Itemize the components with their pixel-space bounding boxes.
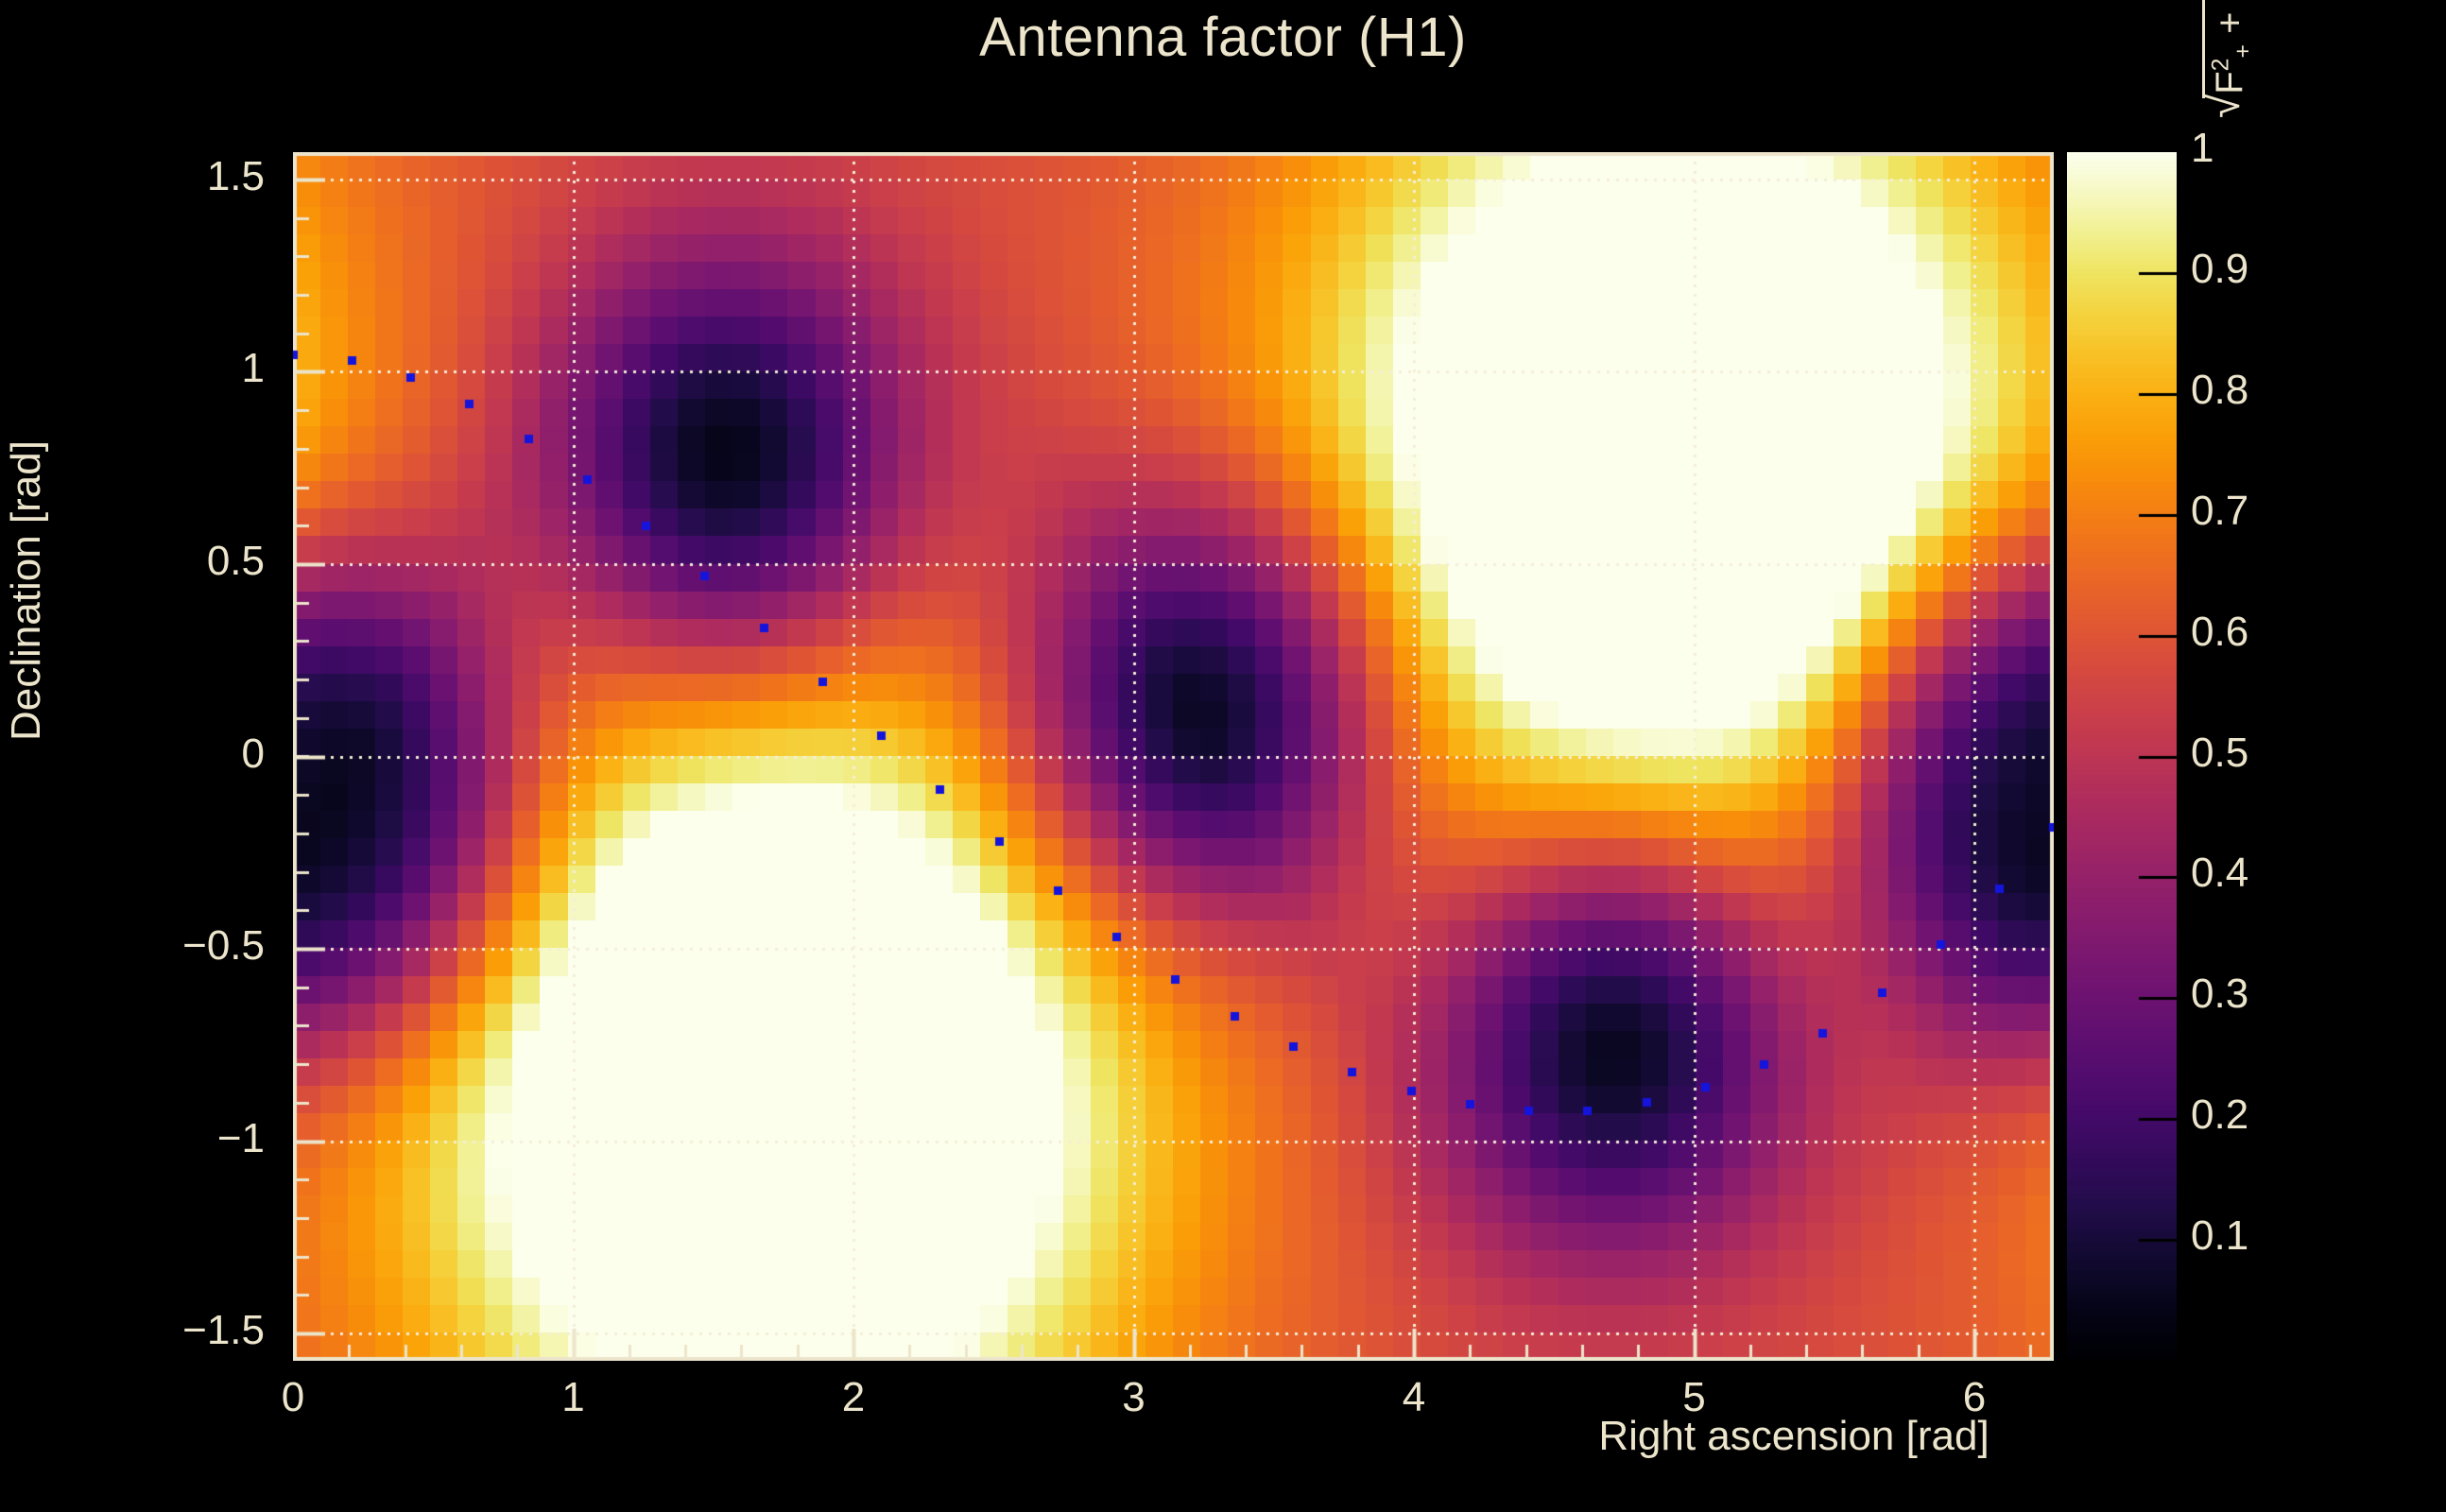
radicand: F2+ + F2× (2202, 0, 2258, 98)
y-tick-label: −1.5 (182, 1307, 265, 1354)
grid-and-markers-overlay (293, 152, 2054, 1361)
y-tick-label: 1.5 (206, 152, 265, 199)
page-title: Antenna factor (H1) (979, 7, 1467, 68)
colorbar-tick-label: 1 (2191, 124, 2214, 171)
y-tick-label: −0.5 (182, 922, 265, 970)
colorbar-tick-label: 0.2 (2191, 1091, 2249, 1138)
colorbar-tick-label: 0.5 (2191, 729, 2249, 776)
colorbar-tick-label: 0.8 (2191, 366, 2249, 413)
sqrt-icon: √ F2+ + F2× (2199, 0, 2258, 118)
y-tick-label: 0 (241, 730, 265, 777)
colorbar-title: √ F2+ + F2× (2199, 0, 2258, 118)
colorbar-tick-label: 0.1 (2191, 1211, 2249, 1259)
x-tick-label: 0 (281, 1374, 305, 1420)
plus-operator: + (2209, 11, 2251, 34)
colorbar-tick-label: 0.3 (2191, 970, 2249, 1017)
y-tick-label: −1 (216, 1114, 265, 1161)
x-tick-label: 2 (841, 1374, 866, 1420)
colorbar-tick-marks (2067, 152, 2177, 1361)
colorbar-tick-label: 0.7 (2191, 487, 2249, 534)
x-axis-title: Right ascension [rad] (1598, 1413, 1990, 1459)
x-tick-label: 1 (561, 1374, 585, 1420)
x-tick-label: 4 (1402, 1374, 1426, 1420)
y-tick-label: 0.5 (206, 537, 265, 584)
colorbar-tick-label: 0.9 (2191, 245, 2249, 292)
colorbar-tick-label: 0.6 (2191, 608, 2249, 655)
colorbar[interactable] (2067, 152, 2177, 1361)
x-tick-label: 5 (1682, 1374, 1706, 1420)
y-axis-title: Declination [rad] (3, 440, 49, 741)
colorbar-tick-label: 0.4 (2191, 849, 2249, 896)
heatmap-plot-area[interactable] (293, 152, 2054, 1361)
x-tick-label: 3 (1122, 1374, 1145, 1420)
y-tick-label: 1 (241, 345, 265, 392)
f-cross-symbol: F2× (2209, 0, 2250, 1)
x-tick-label: 6 (1962, 1374, 1987, 1420)
f-plus-symbol: F2+ (2209, 44, 2257, 94)
